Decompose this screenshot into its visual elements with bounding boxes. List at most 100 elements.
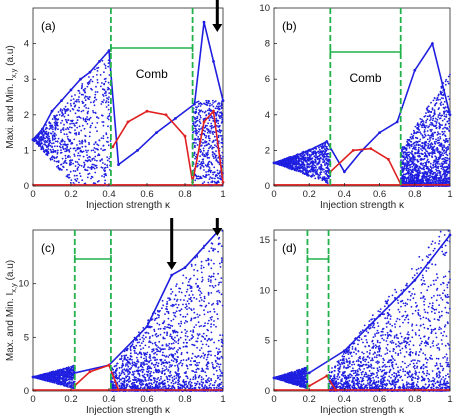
scatter-point (421, 118, 423, 121)
scatter-point (429, 162, 432, 165)
scatter-point (422, 121, 425, 123)
scatter-point (85, 149, 87, 152)
scatter-point (402, 156, 405, 159)
scatter-point (67, 156, 69, 159)
scatter-point (97, 154, 99, 157)
scatter-point (416, 175, 418, 178)
scatter-point (218, 107, 221, 110)
scatter-point (83, 97, 86, 99)
scatter-point (423, 129, 426, 131)
scatter-point (447, 122, 450, 125)
scatter-point (315, 152, 318, 154)
plot-frame (273, 7, 451, 187)
scatter-point (446, 177, 449, 180)
blue-data-point (272, 161, 276, 165)
scatter-point (91, 158, 94, 160)
scatter-point (77, 166, 80, 169)
scatter-point (202, 165, 205, 168)
scatter-point (88, 80, 91, 82)
scatter-point (71, 365, 74, 367)
scatter-point (51, 139, 54, 141)
x-tick-label: 0.8 (408, 189, 421, 200)
scatter-point (53, 138, 56, 141)
scatter-point (438, 123, 441, 126)
scatter-point (209, 132, 212, 134)
scatter-point (210, 122, 213, 125)
scatter-point (436, 148, 439, 151)
scatter-point (309, 158, 312, 161)
scatter-point (444, 83, 447, 86)
scatter-point (205, 140, 208, 143)
scatter-point (80, 129, 83, 132)
scatter-point (48, 135, 50, 138)
scatter-point (423, 142, 426, 145)
scatter-point (105, 92, 107, 94)
scatter-point (91, 122, 94, 125)
scatter-point (318, 167, 320, 170)
scatter-point (420, 145, 423, 148)
scatter-point (198, 128, 201, 131)
scatter-point (309, 155, 312, 158)
scatter-point (322, 146, 325, 149)
scatter-point (441, 133, 444, 136)
scatter-point (82, 93, 84, 96)
scatter-point (284, 163, 287, 166)
blue-data-point (98, 60, 101, 63)
scatter-point (72, 162, 74, 165)
scatter-point (195, 142, 197, 144)
scatter-point (214, 155, 217, 158)
scatter-point (61, 109, 64, 111)
y-tick-label: 0 (265, 181, 270, 192)
scatter-point (317, 174, 320, 176)
scatter-point (323, 171, 325, 173)
scatter-point (93, 157, 95, 160)
scatter-point (56, 153, 59, 155)
scatter-point (448, 125, 451, 128)
scatter-point (203, 111, 206, 114)
scatter-point (210, 127, 213, 130)
scatter-point (61, 139, 63, 142)
scatter-point (432, 115, 434, 118)
scatter-point (429, 123, 431, 126)
scatter-point (405, 178, 408, 181)
scatter-point (431, 119, 434, 122)
scatter-point (109, 140, 112, 142)
scatter-point (321, 158, 324, 161)
scatter-point (305, 171, 308, 174)
scatter-point (283, 163, 285, 166)
scatter-point (105, 132, 108, 135)
scatter-point (86, 118, 89, 121)
scatter-point (403, 165, 406, 168)
scatter-point (324, 172, 327, 175)
scatter-point (61, 111, 63, 113)
scatter-point (86, 154, 88, 157)
scatter-point (194, 116, 196, 119)
scatter-point (315, 154, 317, 157)
scatter-point (315, 173, 317, 176)
scatter-point (205, 114, 208, 116)
scatter-point (85, 107, 88, 109)
scatter-point (308, 163, 311, 166)
scatter-point (196, 117, 199, 119)
scatter-point (108, 74, 111, 76)
scatter-point (427, 111, 430, 114)
scatter-point (436, 134, 439, 136)
panel-label: (b) (282, 19, 297, 33)
scatter-point (203, 134, 206, 137)
scatter-point (74, 178, 76, 181)
scatter-point (38, 138, 40, 141)
scatter-point (102, 137, 105, 140)
scatter-point (440, 93, 443, 96)
scatter-point (440, 181, 443, 184)
scatter-point (45, 135, 48, 138)
scatter-point (285, 159, 288, 162)
scatter-point (57, 137, 60, 140)
scatter-point (201, 110, 204, 113)
scatter-point (46, 127, 48, 130)
scatter-point (194, 125, 197, 127)
scatter-point (308, 153, 311, 156)
scatter-point (89, 126, 92, 129)
scatter-point (52, 156, 55, 159)
scatter-point (435, 99, 438, 101)
scatter-point (64, 150, 66, 153)
